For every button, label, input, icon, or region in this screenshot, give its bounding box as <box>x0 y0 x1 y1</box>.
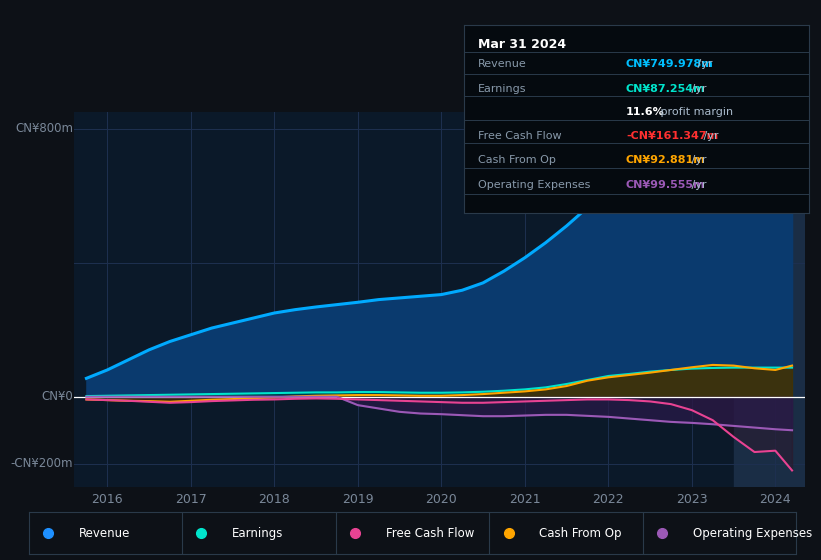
Text: Free Cash Flow: Free Cash Flow <box>386 527 474 540</box>
Text: Cash From Op: Cash From Op <box>478 155 556 165</box>
Text: CN¥0: CN¥0 <box>41 390 73 403</box>
Text: Earnings: Earnings <box>232 527 283 540</box>
Text: Revenue: Revenue <box>79 527 130 540</box>
Text: Revenue: Revenue <box>478 59 526 69</box>
Text: Operating Expenses: Operating Expenses <box>693 527 812 540</box>
Text: Mar 31 2024: Mar 31 2024 <box>478 38 566 52</box>
Text: -CN¥161.347m: -CN¥161.347m <box>626 131 718 141</box>
Text: Earnings: Earnings <box>478 85 526 94</box>
Text: /yr: /yr <box>695 59 713 69</box>
Text: profit margin: profit margin <box>657 107 733 117</box>
Text: Free Cash Flow: Free Cash Flow <box>478 131 562 141</box>
Text: -CN¥200m: -CN¥200m <box>11 458 73 470</box>
Text: CN¥99.555m: CN¥99.555m <box>626 180 705 190</box>
Text: 11.6%: 11.6% <box>626 107 665 117</box>
Text: CN¥92.881m: CN¥92.881m <box>626 155 706 165</box>
Text: /yr: /yr <box>688 155 707 165</box>
Text: Operating Expenses: Operating Expenses <box>478 180 590 190</box>
Text: CN¥800m: CN¥800m <box>15 122 73 136</box>
Text: CN¥749.978m: CN¥749.978m <box>626 59 713 69</box>
Text: /yr: /yr <box>688 85 707 94</box>
Text: /yr: /yr <box>700 131 719 141</box>
Text: Cash From Op: Cash From Op <box>539 527 621 540</box>
Bar <box>734 112 805 487</box>
Text: /yr: /yr <box>688 180 707 190</box>
Text: CN¥87.254m: CN¥87.254m <box>626 85 705 94</box>
